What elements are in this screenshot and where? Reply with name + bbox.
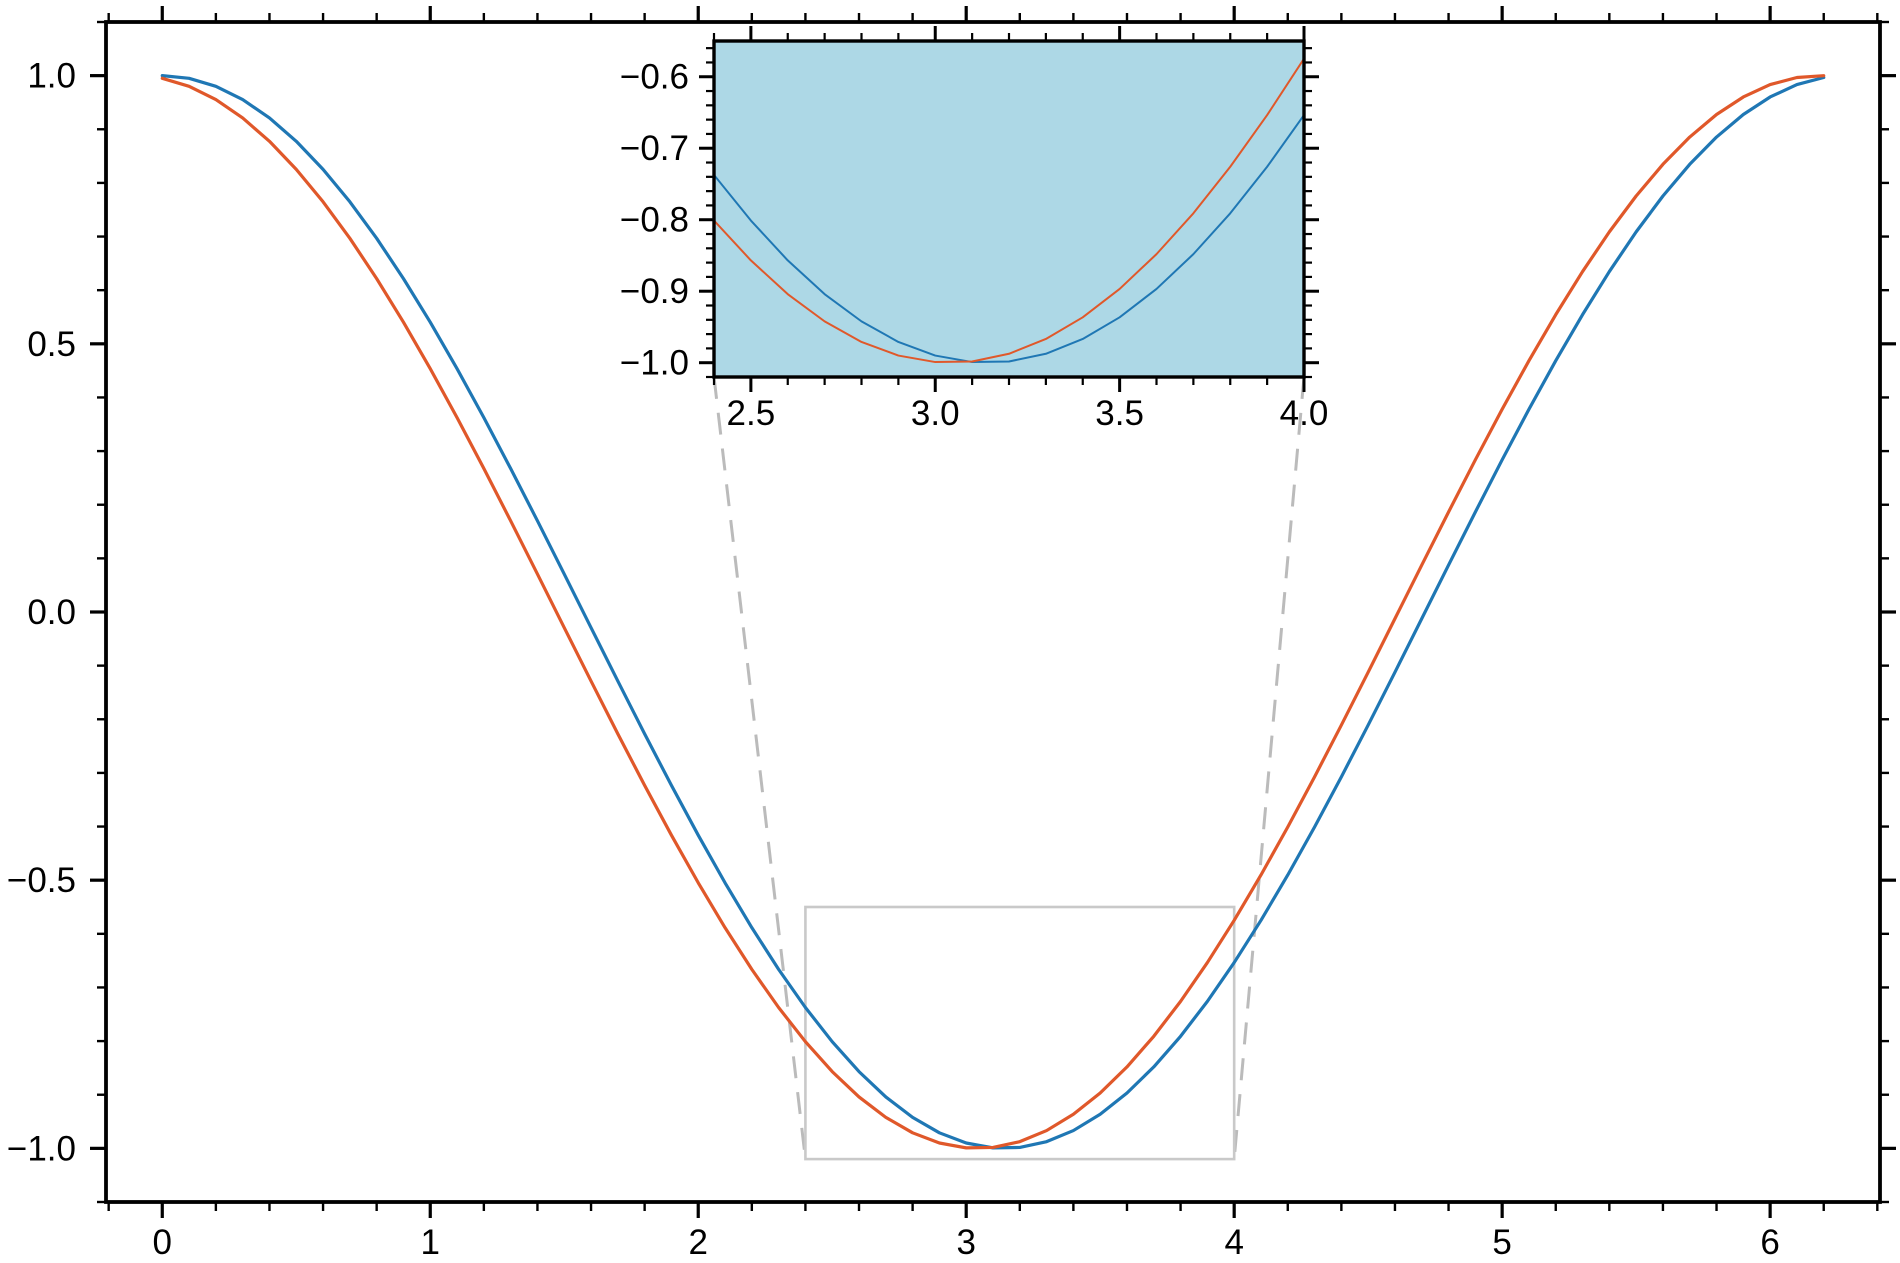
main-x-tick-label: 2 <box>688 1223 707 1262</box>
inset-y-tick-label: −0.9 <box>620 272 689 311</box>
inset-axes-group: 2.5 3.0 3.5 4.0 −0.6 −0.7 −0.8 −0.9 −1.0 <box>620 26 1329 433</box>
inset-x-tick-label: 3.5 <box>1095 394 1144 433</box>
main-x-tick-label: 4 <box>1224 1223 1243 1262</box>
inset-curve-cos-x-shifted <box>714 56 1304 364</box>
main-axes-spines <box>104 20 1882 1204</box>
inset-y-tick-label: −1.0 <box>620 344 689 383</box>
inset-curves-group <box>714 56 1304 364</box>
zoom-indicator-group <box>712 376 1306 1161</box>
main-x-tick-label: 6 <box>1760 1223 1779 1262</box>
main-y-tick-label: −1.0 <box>7 1129 76 1168</box>
main-curve-cos-x-shifted <box>160 74 1826 1150</box>
main-x-tick-label: 0 <box>153 1223 172 1262</box>
main-x-tick-label: 5 <box>1492 1223 1511 1262</box>
inset-y-tick-label: −0.7 <box>620 129 689 168</box>
main-y-tick-label: 0.5 <box>27 325 76 364</box>
main-y-tick-label: 0.0 <box>27 593 76 632</box>
inset-background <box>714 41 1304 377</box>
inset-y-tick-label: −0.8 <box>620 201 689 240</box>
zoom-region-rect <box>804 905 1236 1161</box>
inset-connector-left <box>712 376 807 1160</box>
inset-connector-right <box>1232 376 1306 1160</box>
main-curves-group <box>160 74 1826 1150</box>
main-x-tick-label: 1 <box>421 1223 440 1262</box>
main-y-tick-label: 1.0 <box>27 57 76 96</box>
main-axes-group: 0 1 2 3 4 5 6 1.0 0.5 0.0 −0.5 −1.0 <box>7 6 1896 1262</box>
main-y-tick-label: −0.5 <box>7 861 76 900</box>
inset-x-tick-label: 3.0 <box>911 394 960 433</box>
inset-axes-spines <box>712 39 1306 379</box>
inset-y-tick-label: −0.6 <box>620 58 689 97</box>
main-x-tick-label: 3 <box>956 1223 975 1262</box>
inset-x-tick-label: 4.0 <box>1280 394 1329 433</box>
inset-x-tick-label: 2.5 <box>727 394 776 433</box>
